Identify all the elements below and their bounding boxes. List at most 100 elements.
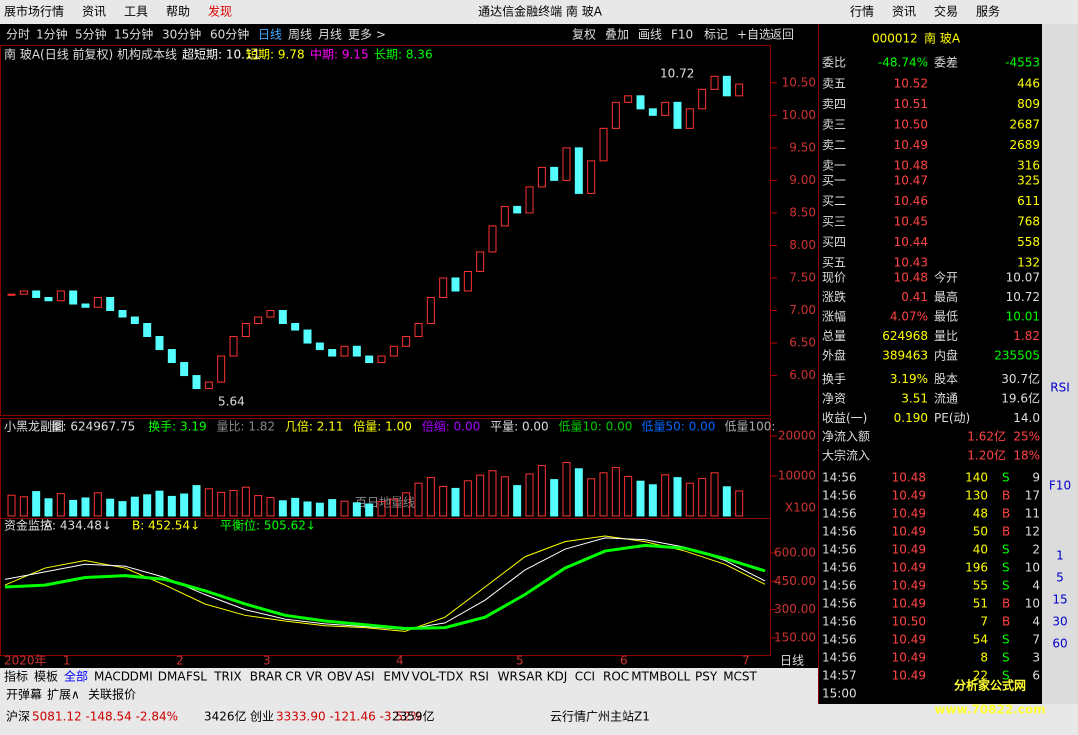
period-tab[interactable]: 日线 — [258, 28, 282, 42]
indicator-tab[interactable]: ROC — [603, 670, 629, 684]
candle — [574, 147, 583, 194]
tick-count: 9 — [1032, 471, 1040, 485]
period-tab[interactable]: 1分钟 — [36, 27, 68, 42]
candle — [93, 297, 102, 308]
tick-count: 10 — [1025, 561, 1040, 575]
period-tab[interactable]: 15分钟 — [114, 27, 153, 42]
tool-button[interactable]: +自选 — [737, 28, 771, 42]
indicator-tab[interactable]: 全部 — [64, 669, 88, 684]
book-label: 卖三 — [822, 118, 846, 132]
y-tick-label: 9.00 — [789, 173, 816, 187]
side-icon[interactable]: 60 — [1052, 637, 1067, 651]
indicator-tab[interactable]: EMV — [383, 670, 410, 684]
side-icon[interactable]: 5 — [1056, 571, 1064, 585]
volume-label: 倍量: 1.00 — [353, 419, 412, 434]
side-icon[interactable]: 1 — [1056, 549, 1064, 563]
index-amount: 2359亿 — [392, 709, 435, 724]
icon-column — [1042, 24, 1078, 704]
indicator-tab[interactable]: CR — [285, 670, 302, 684]
menu-item[interactable]: 资讯 — [82, 5, 106, 19]
indicator-tab[interactable]: VR — [306, 670, 323, 684]
tool-button[interactable]: 复权 — [572, 28, 596, 42]
period-tab[interactable]: 30分钟 — [162, 27, 201, 42]
side-icon[interactable]: 30 — [1052, 615, 1067, 629]
stat-label: 今开 — [934, 270, 958, 285]
indicator-tab[interactable]: CCI — [575, 670, 595, 684]
indicator-tab[interactable]: MCST — [723, 670, 757, 684]
menu-button[interactable]: 交易 — [934, 4, 958, 19]
volume-bar — [513, 485, 522, 517]
indicator-tab[interactable]: SAR — [518, 670, 542, 684]
date-label: 6 — [620, 654, 628, 668]
indicator-tab[interactable]: BRAR — [250, 670, 283, 684]
period-tab[interactable]: 周线 — [288, 28, 312, 42]
fund-frame — [0, 518, 771, 656]
indicator-tab[interactable]: ASI — [355, 670, 374, 684]
stat-value: 19.6亿 — [1001, 391, 1040, 406]
tick-volume: 8 — [980, 651, 988, 665]
sub-tab[interactable]: 关联报价 — [88, 687, 136, 702]
candle — [56, 290, 65, 302]
indicator-tab[interactable]: WR — [498, 670, 518, 684]
indicator-tab[interactable]: TRIX — [213, 670, 241, 684]
indicator-tab[interactable]: VOL-TDX — [412, 670, 464, 684]
server-name: 云行情广州主站Z1 — [550, 710, 650, 724]
indicator-tab[interactable]: OBV — [327, 670, 353, 684]
period-tab[interactable]: 分时 — [6, 28, 30, 42]
menu-button[interactable]: 行情 — [850, 5, 874, 19]
indicator-tab[interactable]: MTM — [631, 670, 659, 684]
volume-bar — [611, 467, 620, 517]
period-tab[interactable]: 5分钟 — [75, 27, 107, 42]
flow-label: 大宗流入 — [822, 448, 870, 463]
tick-time: 14:56 — [822, 507, 857, 521]
menu-item[interactable]: 工具 — [124, 5, 148, 19]
candle — [451, 277, 460, 292]
volume-bar — [735, 490, 744, 517]
indicator-tab[interactable]: DMA — [158, 670, 187, 684]
tick-price: 10.49 — [892, 579, 926, 593]
tool-button[interactable]: 画线 — [638, 28, 662, 42]
menu-item[interactable]: 展市场行情 — [4, 4, 64, 19]
side-icon[interactable]: 15 — [1052, 593, 1067, 607]
volume-bar — [377, 501, 386, 517]
stat-label: 净资 — [822, 392, 846, 406]
period-label: 日线 — [780, 654, 804, 668]
stat-value: 10.72 — [1006, 290, 1040, 304]
indicator-tab[interactable]: MACD — [94, 670, 130, 684]
indicator-tab[interactable]: 模板 — [34, 670, 58, 684]
tick-count: 17 — [1025, 489, 1040, 503]
candle — [402, 336, 411, 347]
window-title: 通达信金融终端 南 玻A — [478, 4, 603, 19]
tick-volume: 7 — [980, 615, 988, 629]
stat-value: 30.7亿 — [1001, 371, 1040, 386]
volume-bar — [155, 490, 164, 517]
menu-button[interactable]: 服务 — [976, 4, 1000, 19]
side-icon[interactable]: F10 — [1049, 479, 1071, 493]
volume-bar — [402, 492, 411, 517]
indicator-tab[interactable]: DMI — [130, 670, 153, 684]
period-tab[interactable]: 60分钟 — [210, 27, 249, 42]
tool-button[interactable]: F10 — [671, 28, 693, 42]
menu-item[interactable]: 发现 — [208, 4, 232, 19]
tool-button[interactable]: 返回 — [770, 28, 794, 42]
indicator-tab[interactable]: RSI — [469, 670, 489, 684]
indicator-tab[interactable]: PSY — [695, 670, 718, 684]
menu-button[interactable]: 资讯 — [892, 5, 916, 19]
sub-tab[interactable]: 开弹幕 — [6, 688, 42, 702]
tool-button[interactable]: 叠加 — [605, 28, 629, 42]
side-icon[interactable]: RSI — [1050, 381, 1070, 395]
indicator-tab[interactable]: BOLL — [659, 670, 690, 684]
period-tab[interactable]: 更多 > — [348, 28, 386, 42]
menu-item[interactable]: 帮助 — [166, 5, 190, 19]
fund-label: 资金监控 — [4, 518, 52, 533]
sub-tab[interactable]: 扩展∧ — [47, 688, 80, 702]
indicator-tab[interactable]: 指标 — [4, 669, 28, 684]
tick-time: 14:56 — [822, 561, 857, 575]
indicator-tab[interactable]: KDJ — [547, 670, 568, 684]
indicator-tab[interactable]: FSL — [186, 670, 207, 684]
candle — [32, 290, 41, 299]
period-tab[interactable]: 月线 — [318, 28, 342, 42]
volume-bar — [685, 482, 694, 517]
tool-button[interactable]: 标记 — [704, 28, 728, 42]
